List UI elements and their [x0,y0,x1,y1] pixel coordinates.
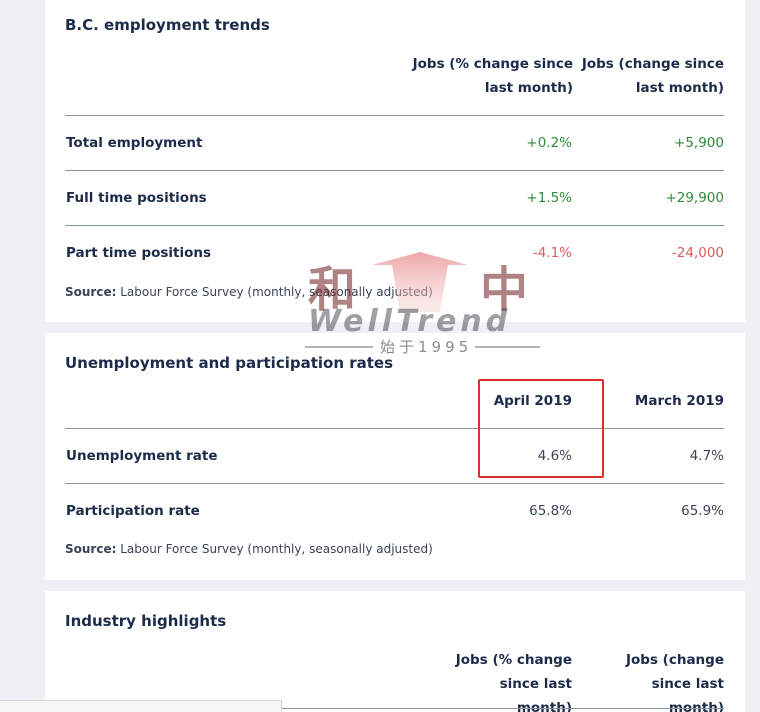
employment-title: B.C. employment trends [65,16,270,34]
unemployment-april: 4.6% [537,448,572,464]
row-label-full-time: Full time positions [66,190,207,206]
industry-card: Industry highlights Jobs (% change since… [45,591,745,712]
source-label: Source: [65,285,117,299]
part-time-abs: -24,000 [671,245,724,261]
source-label: Source: [65,542,117,556]
industry-col1-header: Jobs (% change since last month) [455,652,572,712]
table-divider [65,483,724,484]
part-time-pct: -4.1% [532,245,572,261]
employment-card: B.C. employment trends Jobs (% change si… [45,0,745,322]
unemployment-title: Unemployment and participation rates [65,354,394,372]
employment-col1-header: Jobs (% change since last month) [412,56,573,96]
industry-title: Industry highlights [65,612,227,630]
unemployment-march: 4.7% [689,448,724,464]
unemployment-source: Source: Labour Force Survey (monthly, se… [65,542,433,556]
table-divider [65,428,724,429]
full-time-pct: +1.5% [526,190,572,206]
table-divider [65,170,724,171]
row-label-total-employment: Total employment [66,135,203,151]
source-text: Labour Force Survey (monthly, seasonally… [120,542,433,556]
full-time-abs: +29,900 [665,190,724,206]
source-text: Labour Force Survey (monthly, seasonally… [120,285,433,299]
total-employment-abs: +5,900 [674,135,724,151]
overlay-bar [0,700,282,712]
employment-source: Source: Labour Force Survey (monthly, se… [65,285,433,299]
row-label-part-time: Part time positions [66,245,212,261]
participation-april: 65.8% [529,503,572,519]
unemployment-col2-header: March 2019 [634,393,724,409]
table-divider [65,708,724,709]
industry-col2-header: Jobs (change since last month) [625,652,724,712]
row-label-participation-rate: Participation rate [66,503,200,519]
participation-march: 65.9% [681,503,724,519]
april-highlight-box [478,379,604,478]
row-label-unemployment-rate: Unemployment rate [66,448,218,464]
table-divider [65,225,724,226]
unemployment-card: Unemployment and participation rates Apr… [45,333,745,580]
unemployment-col1-header: April 2019 [493,393,572,409]
total-employment-pct: +0.2% [526,135,572,151]
employment-col2-header: Jobs (change since last month) [581,56,724,96]
table-divider [65,115,724,116]
